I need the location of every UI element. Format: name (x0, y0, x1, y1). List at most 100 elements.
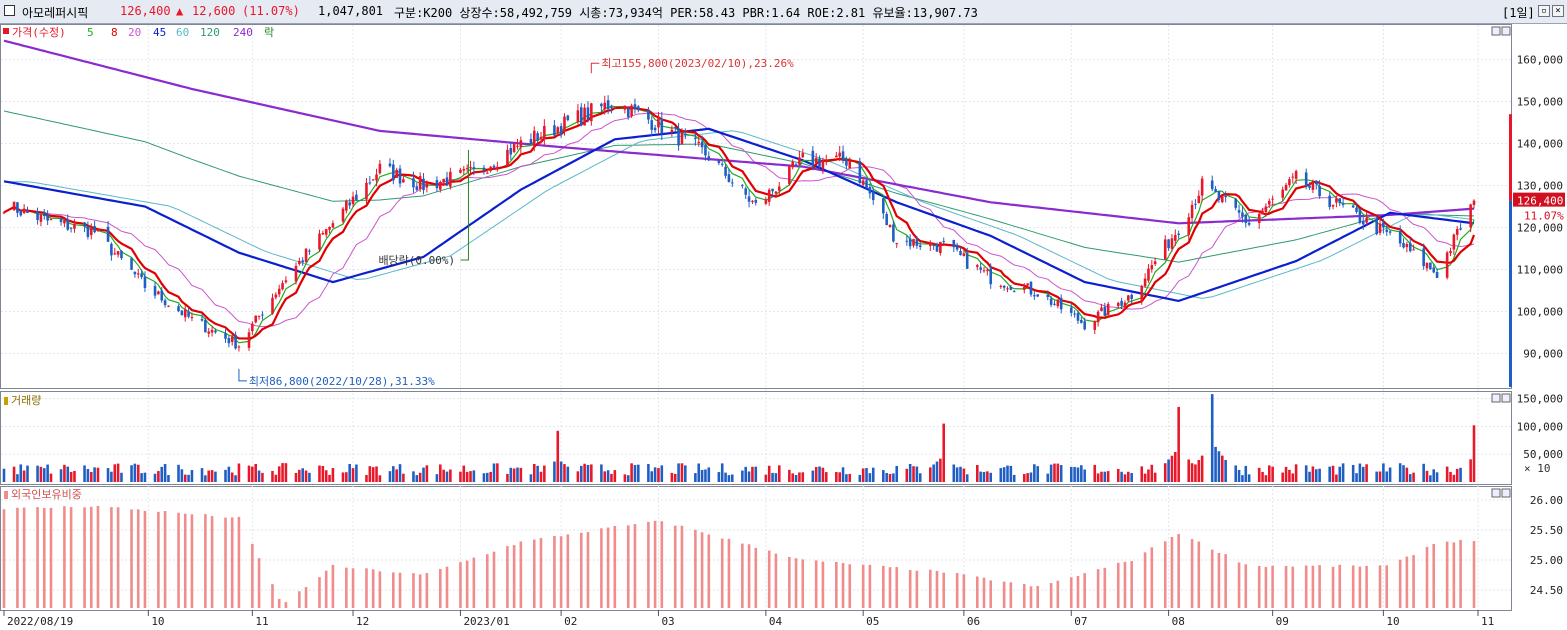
candle (989, 268, 993, 285)
candle (841, 151, 845, 161)
volume-bar (610, 473, 613, 482)
foreign-bar (532, 539, 536, 608)
volume-bar (284, 463, 288, 482)
candle (603, 102, 607, 110)
foreign-bar (351, 568, 355, 608)
volume-bar (1100, 471, 1103, 482)
candle (1190, 204, 1194, 219)
candle (1076, 312, 1080, 321)
foreign-y-tick-label: 25.00 (1530, 554, 1563, 567)
candle (606, 100, 610, 109)
foreign-bar (1398, 559, 1402, 608)
candle (12, 201, 16, 211)
volume-bar (986, 471, 989, 482)
volume-bar (324, 470, 328, 482)
candle (49, 219, 53, 221)
minimize-icon[interactable]: ▫ (1538, 5, 1550, 17)
volume-bar (200, 468, 204, 482)
volume-bar (472, 470, 476, 482)
volume-bar (841, 467, 845, 482)
x-tick-label: 2023/01 (463, 615, 509, 628)
foreign-bar (895, 567, 899, 608)
candle (180, 310, 184, 316)
volume-close-icon[interactable] (1501, 393, 1511, 403)
candle (22, 208, 26, 214)
volume-bar (1408, 474, 1412, 482)
panel-close-icon[interactable] (1501, 26, 1511, 36)
candle (1432, 267, 1436, 273)
volume-bar (1029, 472, 1033, 482)
foreign-bar (412, 573, 415, 608)
candle (509, 148, 513, 155)
candle (1425, 262, 1429, 269)
foreign-bar (613, 526, 617, 608)
candle (1341, 203, 1345, 205)
candle (1056, 299, 1060, 307)
volume-bar (935, 461, 939, 482)
candle (1120, 300, 1123, 306)
foreign-bar (1029, 586, 1033, 608)
foreign-close-icon[interactable] (1501, 488, 1511, 498)
volume-bar (66, 466, 70, 482)
volume-bar (600, 464, 603, 482)
volume-bar (418, 472, 422, 482)
volume-bar (1361, 466, 1365, 482)
checkbox[interactable] (4, 5, 15, 16)
candle (469, 166, 472, 168)
candle (207, 331, 211, 334)
title-bar: 아모레퍼시픽 126,400 ▲ 12,600 (11.07%) 1,047,8… (0, 0, 1567, 24)
volume-bar (653, 467, 657, 482)
foreign-bar (1318, 565, 1321, 608)
foreign-bar (519, 541, 523, 608)
candle (814, 157, 818, 163)
volume-bar (1341, 463, 1345, 482)
volume-bar (1187, 459, 1191, 482)
volume-bar (445, 471, 449, 482)
volume-y-tick-label: 100,000 (1517, 420, 1563, 433)
candle (764, 199, 768, 204)
volume-bar (459, 471, 462, 482)
candle (965, 253, 969, 269)
volume-bar (586, 464, 590, 482)
foreign-minimize-icon[interactable] (1491, 488, 1501, 498)
foreign-bar (1365, 565, 1368, 608)
volume-bar (133, 463, 137, 482)
volume-minimize-icon[interactable] (1491, 393, 1501, 403)
candle (1365, 217, 1368, 223)
volume-bar (905, 468, 909, 482)
volume-bar (777, 465, 781, 482)
close-icon[interactable]: × (1552, 5, 1564, 17)
x-tick-label: 10 (1386, 615, 1399, 628)
candle (1257, 213, 1261, 223)
foreign-bar (1177, 534, 1180, 608)
period-button[interactable]: [1일] (1502, 6, 1535, 20)
candle (512, 143, 516, 152)
volume-bar (673, 473, 677, 482)
candle (848, 161, 852, 169)
foreign-bar (673, 525, 677, 608)
candle (1335, 198, 1338, 203)
foreign-bar (700, 532, 704, 608)
candle (1080, 319, 1083, 323)
high-label: 최고155,800(2023/02/10),23.26% (601, 57, 794, 70)
dividend-label: 배당락(0.00%) (378, 254, 455, 267)
foreign-bar (942, 572, 946, 608)
price-y-tick-label: 90,000 (1523, 347, 1563, 360)
volume-bar (835, 472, 838, 482)
candle (882, 198, 885, 214)
foreign-bar (1002, 581, 1006, 608)
candle (794, 163, 798, 165)
volume-bar (355, 464, 358, 482)
volume-bar (1338, 466, 1342, 482)
foreign-bar (251, 543, 254, 608)
candle (1445, 252, 1449, 278)
volume-bar (485, 472, 489, 482)
foreign-bar (190, 514, 194, 608)
volume-bar (1355, 473, 1358, 482)
panel-minimize-icon[interactable] (1491, 26, 1501, 36)
volume-bar (136, 464, 140, 482)
foreign-bar (230, 517, 234, 608)
volume-bar (143, 472, 147, 482)
candle (496, 166, 499, 170)
volume-bar (22, 470, 26, 482)
